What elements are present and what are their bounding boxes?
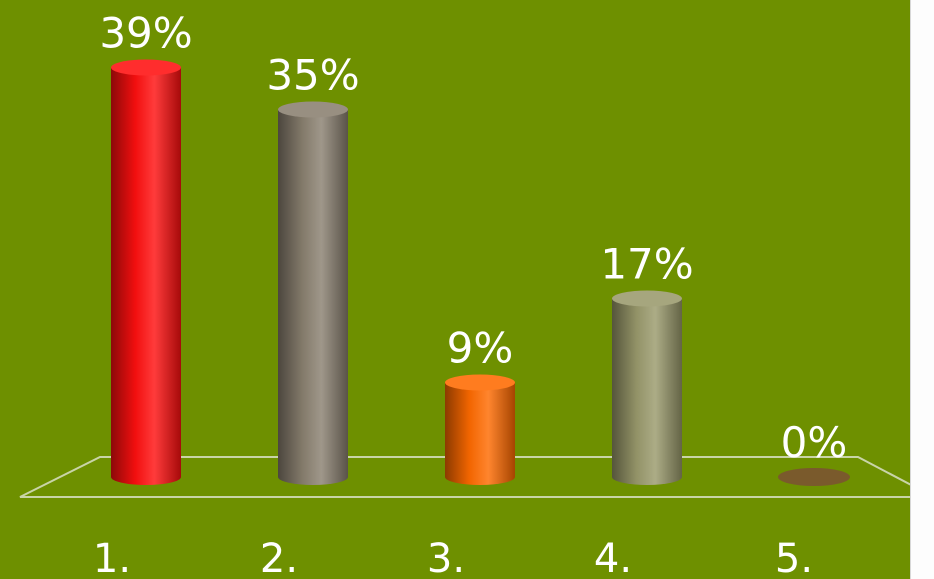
category-label-2: 2. <box>260 536 298 579</box>
bar-chart: 39% 35% 9% 17% 0% 1. 2. 3. 4. 5. <box>19 9 934 579</box>
value-label-2: 35% <box>266 51 359 100</box>
value-label-3: 9% <box>447 324 514 373</box>
bar-3-body <box>445 382 515 485</box>
value-label-4: 17% <box>600 240 693 289</box>
bar-1-top <box>111 59 181 76</box>
bar-2-top <box>278 101 348 118</box>
bar-5-base <box>778 468 850 486</box>
category-label-1: 1. <box>93 536 131 579</box>
chart-floor <box>19 456 934 498</box>
value-label-5: 0% <box>781 418 848 467</box>
bar-2-body <box>278 109 348 485</box>
bar-4-top <box>612 290 682 307</box>
category-label-5: 5. <box>775 536 813 579</box>
bar-4-body <box>612 298 682 485</box>
bar-1-body <box>111 67 181 485</box>
category-label-4: 4. <box>594 536 632 579</box>
category-label-3: 3. <box>427 536 465 579</box>
value-label-1: 39% <box>99 9 192 58</box>
side-panel-strip <box>910 0 934 579</box>
bar-3-top <box>445 374 515 391</box>
